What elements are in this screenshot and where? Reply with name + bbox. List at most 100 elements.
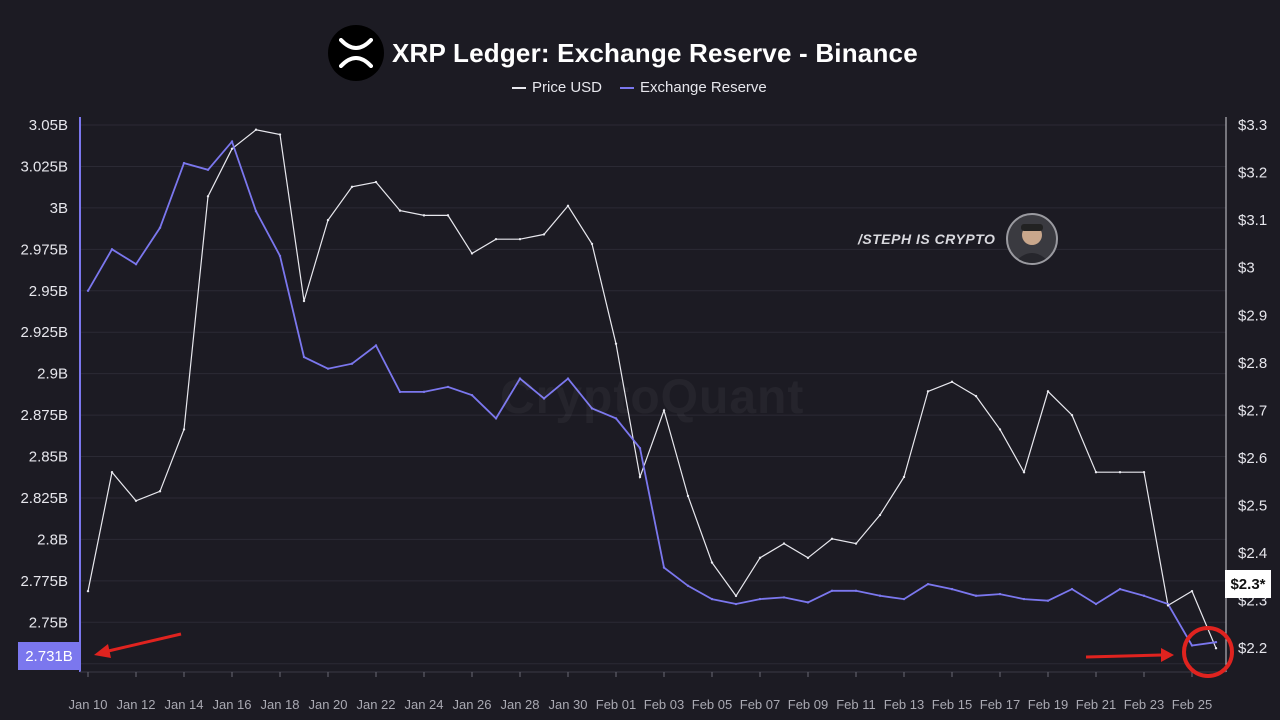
- point-price-usd: [590, 242, 594, 246]
- x-tick-label: Feb 01: [596, 697, 636, 712]
- point-exchange-reserve: [446, 385, 450, 389]
- point-exchange-reserve: [638, 447, 642, 450]
- point-exchange-reserve: [1094, 602, 1098, 606]
- right-tick-label: $2.7: [1238, 402, 1267, 419]
- point-price-usd: [158, 490, 162, 493]
- chart-title: XRP Ledger: Exchange Reserve - Binance: [392, 37, 918, 68]
- point-price-usd: [998, 428, 1002, 431]
- point-exchange-reserve: [710, 597, 714, 601]
- point-exchange-reserve: [1118, 587, 1122, 591]
- point-price-usd: [950, 380, 954, 384]
- chart-legend: Price USD Exchange Reserve: [512, 79, 767, 96]
- annotation-arrow-right-head: [1161, 648, 1174, 662]
- point-price-usd: [230, 147, 234, 150]
- point-exchange-reserve: [398, 390, 402, 394]
- point-exchange-reserve: [950, 587, 954, 591]
- right-tick-label: $2.9: [1238, 307, 1267, 324]
- point-exchange-reserve: [734, 602, 738, 606]
- point-price-usd: [926, 390, 930, 393]
- point-exchange-reserve: [1190, 644, 1194, 647]
- x-tick-label: Jan 24: [404, 697, 443, 712]
- point-exchange-reserve: [1214, 640, 1218, 644]
- current-reserve-badge: 2.731B: [18, 642, 80, 670]
- point-exchange-reserve: [374, 344, 378, 347]
- point-price-usd: [302, 299, 306, 303]
- right-tick-label: $2.6: [1238, 450, 1267, 467]
- point-exchange-reserve: [350, 362, 354, 365]
- point-price-usd: [182, 428, 186, 431]
- right-tick-label: $2.5: [1238, 498, 1267, 515]
- point-price-usd: [830, 537, 834, 541]
- point-exchange-reserve: [1046, 599, 1050, 602]
- point-price-usd: [470, 252, 474, 255]
- point-price-usd: [1118, 471, 1122, 474]
- legend-item-exchange-reserve[interactable]: Exchange Reserve: [620, 79, 767, 96]
- legend-swatch-price-usd: [512, 86, 526, 89]
- legend-item-price-usd[interactable]: Price USD: [512, 79, 602, 96]
- point-exchange-reserve: [998, 592, 1002, 596]
- point-price-usd: [494, 237, 498, 241]
- point-price-usd: [326, 218, 330, 222]
- point-price-usd: [1190, 589, 1194, 593]
- x-tick-label: Feb 23: [1124, 697, 1164, 712]
- watermark-author: /STEPH IS CRYPTO: [858, 231, 996, 247]
- point-price-usd: [518, 237, 522, 241]
- left-tick-label: 2.75B: [29, 614, 68, 631]
- annotation-arrow-left-head: [94, 644, 111, 658]
- x-tick-label: Feb 17: [980, 697, 1020, 712]
- point-exchange-reserve: [902, 597, 906, 601]
- point-exchange-reserve: [134, 263, 138, 266]
- point-exchange-reserve: [254, 209, 258, 213]
- point-price-usd: [446, 214, 450, 217]
- x-tick-label: Feb 07: [740, 697, 780, 712]
- point-exchange-reserve: [278, 254, 282, 258]
- point-price-usd: [878, 513, 882, 517]
- left-tick-label: 2.875B: [20, 407, 68, 424]
- right-tick-label: $2.4: [1238, 545, 1267, 562]
- point-price-usd: [374, 180, 378, 184]
- point-exchange-reserve: [230, 140, 234, 143]
- x-tick-label: Jan 16: [212, 697, 251, 712]
- point-exchange-reserve: [518, 377, 522, 380]
- right-tick-label: $3.1: [1238, 212, 1267, 229]
- left-tick-label: 2.95B: [29, 283, 68, 300]
- point-price-usd: [350, 185, 354, 189]
- point-exchange-reserve: [494, 417, 498, 420]
- right-axis-ticks: $3.3 $3.2 $3.1 $3 $2.9 $2.8 $2.7 $2.6 $2.5 $2.4 $2…: [1238, 117, 1267, 657]
- right-tick-label: $2.8: [1238, 355, 1267, 372]
- point-exchange-reserve: [686, 584, 690, 588]
- right-tick-label: $3.2: [1238, 165, 1267, 182]
- point-price-usd: [86, 589, 90, 593]
- left-tick-label: 2.85B: [29, 449, 68, 466]
- left-axis-ticks: 3.05B 3.025B 3B 2.975B 2.95B 2.925B 2.9B 2.875B…: [20, 117, 68, 673]
- x-tick-label: Feb 09: [788, 697, 828, 712]
- left-tick-label: 3.025B: [20, 158, 68, 175]
- point-price-usd: [974, 394, 978, 398]
- point-exchange-reserve: [542, 397, 546, 400]
- point-price-usd: [662, 409, 666, 412]
- x-tick-label: Jan 12: [116, 697, 155, 712]
- x-tick-label: Feb 19: [1028, 697, 1068, 712]
- legend-label-exchange-reserve: Exchange Reserve: [640, 79, 767, 96]
- point-price-usd: [854, 542, 858, 545]
- legend-label-price-usd: Price USD: [532, 79, 603, 96]
- left-tick-label: 2.775B: [20, 573, 68, 590]
- point-price-usd: [638, 475, 642, 479]
- point-price-usd: [398, 209, 402, 212]
- point-price-usd: [422, 214, 426, 217]
- point-price-usd: [566, 204, 570, 208]
- x-tick-label: Jan 22: [356, 697, 395, 712]
- point-exchange-reserve: [830, 589, 834, 592]
- x-tick-label: Feb 21: [1076, 697, 1116, 712]
- point-exchange-reserve: [1070, 587, 1074, 591]
- point-price-usd: [1046, 390, 1050, 393]
- x-tick-label: Jan 20: [308, 697, 347, 712]
- xrp-logo-icon: [328, 25, 384, 81]
- point-exchange-reserve: [854, 589, 858, 592]
- annotation-arrow-right-shaft: [1085, 653, 1163, 659]
- point-exchange-reserve: [1142, 594, 1146, 597]
- point-price-usd: [806, 556, 810, 560]
- point-price-usd: [134, 499, 138, 502]
- point-exchange-reserve: [182, 161, 186, 165]
- point-exchange-reserve: [110, 248, 114, 251]
